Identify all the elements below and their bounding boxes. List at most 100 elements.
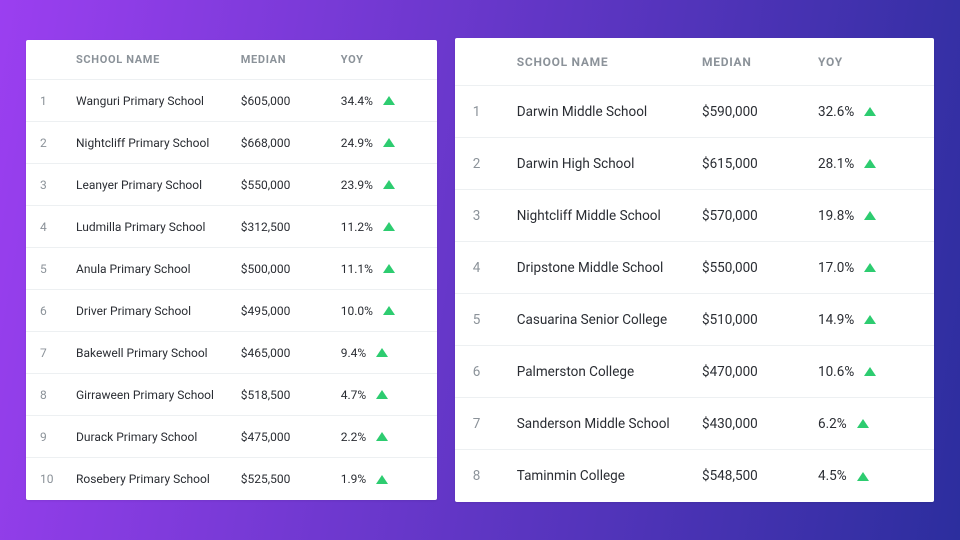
yoy-cell: 10.0% — [341, 304, 421, 318]
yoy-value: 24.9% — [341, 136, 373, 150]
yoy-value: 23.9% — [341, 178, 373, 192]
trend-up-icon — [857, 472, 869, 481]
trend-up-icon — [864, 263, 876, 272]
yoy-cell: 23.9% — [341, 178, 421, 192]
yoy-value: 1.9% — [341, 472, 366, 486]
rank-cell: 3 — [473, 208, 517, 224]
median-cell: $550,000 — [241, 178, 341, 192]
table-row: 3Leanyer Primary School$550,00023.9% — [26, 164, 437, 206]
school-name-cell: Palmerston College — [517, 364, 702, 380]
yoy-value: 4.5% — [818, 468, 847, 484]
rank-cell: 7 — [473, 416, 517, 432]
rank-cell: 8 — [40, 388, 76, 402]
header-school-name: School Name — [517, 55, 702, 69]
median-cell: $465,000 — [241, 346, 341, 360]
table-row: 5Casuarina Senior College$510,00014.9% — [455, 294, 934, 346]
rank-cell: 1 — [40, 94, 76, 108]
rank-cell: 7 — [40, 346, 76, 360]
trend-up-icon — [864, 159, 876, 168]
table-row: 1Darwin Middle School$590,00032.6% — [455, 86, 934, 138]
median-cell: $312,500 — [241, 220, 341, 234]
rank-cell: 2 — [473, 156, 517, 172]
yoy-cell: 4.5% — [818, 468, 914, 484]
yoy-cell: 19.8% — [818, 208, 914, 224]
school-name-cell: Driver Primary School — [76, 304, 241, 318]
trend-up-icon — [383, 180, 395, 189]
yoy-cell: 28.1% — [818, 156, 914, 172]
median-cell: $475,000 — [241, 430, 341, 444]
trend-up-icon — [376, 475, 388, 484]
yoy-cell: 1.9% — [341, 472, 421, 486]
yoy-cell: 11.2% — [341, 220, 421, 234]
yoy-value: 32.6% — [818, 104, 854, 120]
yoy-value: 9.4% — [341, 346, 366, 360]
rank-cell: 5 — [473, 312, 517, 328]
rank-cell: 6 — [473, 364, 517, 380]
table-row: 4Ludmilla Primary School$312,50011.2% — [26, 206, 437, 248]
median-cell: $615,000 — [702, 156, 818, 172]
rank-cell: 3 — [40, 178, 76, 192]
median-cell: $605,000 — [241, 94, 341, 108]
yoy-cell: 4.7% — [341, 388, 421, 402]
median-cell: $510,000 — [702, 312, 818, 328]
median-cell: $430,000 — [702, 416, 818, 432]
rank-cell: 8 — [473, 468, 517, 484]
trend-up-icon — [864, 211, 876, 220]
yoy-value: 10.0% — [341, 304, 373, 318]
school-name-cell: Nightcliff Middle School — [517, 208, 702, 224]
school-name-cell: Ludmilla Primary School — [76, 220, 241, 234]
median-cell: $590,000 — [702, 104, 818, 120]
rank-cell: 6 — [40, 304, 76, 318]
yoy-value: 6.2% — [818, 416, 847, 432]
median-cell: $470,000 — [702, 364, 818, 380]
median-cell: $495,000 — [241, 304, 341, 318]
table-row: 9Durack Primary School$475,0002.2% — [26, 416, 437, 458]
table-row: 2Nightcliff Primary School$668,00024.9% — [26, 122, 437, 164]
yoy-cell: 17.0% — [818, 260, 914, 276]
yoy-value: 14.9% — [818, 312, 854, 328]
yoy-cell: 24.9% — [341, 136, 421, 150]
trend-up-icon — [376, 432, 388, 441]
school-name-cell: Nightcliff Primary School — [76, 136, 241, 150]
rank-cell: 5 — [40, 262, 76, 276]
median-cell: $525,500 — [241, 472, 341, 486]
header-yoy: YoY — [818, 55, 914, 69]
trend-up-icon — [383, 96, 395, 105]
schools-table-right: School NameMedianYoY1Darwin Middle Schoo… — [455, 38, 934, 502]
yoy-cell: 14.9% — [818, 312, 914, 328]
trend-up-icon — [383, 138, 395, 147]
yoy-value: 28.1% — [818, 156, 854, 172]
school-name-cell: Dripstone Middle School — [517, 260, 702, 276]
rank-cell: 4 — [473, 260, 517, 276]
school-name-cell: Darwin High School — [517, 156, 702, 172]
table-row: 6Driver Primary School$495,00010.0% — [26, 290, 437, 332]
header-school-name: School Name — [76, 53, 241, 66]
table-row: 4Dripstone Middle School$550,00017.0% — [455, 242, 934, 294]
table-row: 8Taminmin College$548,5004.5% — [455, 450, 934, 502]
trend-up-icon — [864, 367, 876, 376]
median-cell: $570,000 — [702, 208, 818, 224]
yoy-value: 17.0% — [818, 260, 854, 276]
yoy-value: 11.2% — [341, 220, 373, 234]
yoy-cell: 6.2% — [818, 416, 914, 432]
school-name-cell: Sanderson Middle School — [517, 416, 702, 432]
table-row: 5Anula Primary School$500,00011.1% — [26, 248, 437, 290]
school-name-cell: Rosebery Primary School — [76, 472, 241, 486]
rank-cell: 2 — [40, 136, 76, 150]
table-header: School NameMedianYoY — [26, 40, 437, 80]
table-row: 10Rosebery Primary School$525,5001.9% — [26, 458, 437, 500]
table-row: 1Wanguri Primary School$605,00034.4% — [26, 80, 437, 122]
trend-up-icon — [864, 315, 876, 324]
rank-cell: 1 — [473, 104, 517, 120]
school-name-cell: Girraween Primary School — [76, 388, 241, 402]
yoy-cell: 32.6% — [818, 104, 914, 120]
header-yoy: YoY — [341, 53, 421, 66]
yoy-value: 11.1% — [341, 262, 373, 276]
median-cell: $668,000 — [241, 136, 341, 150]
school-name-cell: Anula Primary School — [76, 262, 241, 276]
table-row: 2Darwin High School$615,00028.1% — [455, 138, 934, 190]
trend-up-icon — [383, 264, 395, 273]
school-name-cell: Leanyer Primary School — [76, 178, 241, 192]
yoy-value: 19.8% — [818, 208, 854, 224]
trend-up-icon — [383, 222, 395, 231]
